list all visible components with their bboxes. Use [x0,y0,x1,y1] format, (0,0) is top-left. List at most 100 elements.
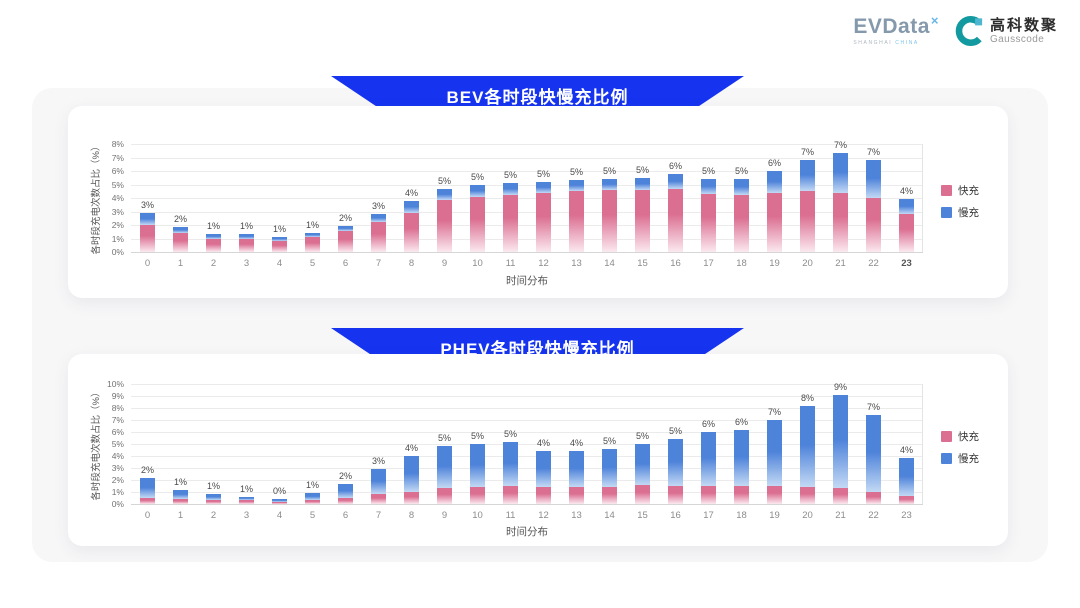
y-tick-label: 9% [111,391,124,401]
bar-segment-fast-charge [371,222,386,252]
phev-chart-card: 各时段充电次数占比（%） 0% 1% 2% 3% 4% 5% 6% 7% 8% 9% 10% 2% 0 1… [68,354,1008,546]
phev-legend: 快充 慢充 [941,429,979,466]
bar-total-label: 5% [734,166,748,177]
phev-chart: 各时段充电次数占比（%） 0% 1% 2% 3% 4% 5% 6% 7% 8% 9% 10% 2% 0 1… [68,354,1008,546]
bar-total-label: 1% [206,481,220,492]
bar-segment-fast-charge [173,498,188,504]
bar-total-label: 1% [305,220,319,231]
bar-total-label: 0% [272,485,286,496]
bar-segment-fast-charge [470,487,485,504]
bar-segment-slow-charge [206,234,221,239]
bar-segment-fast-charge [734,195,749,252]
x-tick-label: 10 [472,510,483,521]
bar-segment-fast-charge [536,193,551,252]
y-tick-label: 3% [111,463,124,473]
x-tick-label: 18 [736,510,747,521]
legend-item: 快充 [941,429,979,444]
phev-plot-area: 0% 1% 2% 3% 4% 5% 6% 7% 8% 9% 10% 2% 0 1% 1 1% 2 1% 3 0% 4 1%… [107,379,923,521]
legend-swatch [941,207,952,218]
bar-segment-fast-charge [569,487,584,504]
x-tick-label: 17 [703,258,714,269]
legend-swatch [941,453,952,464]
bar-segment-slow-charge [701,179,716,194]
bar-segment-fast-charge [239,500,254,504]
legend-swatch [941,431,952,442]
bar-segment-fast-charge [866,492,881,504]
bar-total-label: 4% [569,437,583,448]
bar-total-label: 5% [569,167,583,178]
bar-total-label: 5% [668,426,682,437]
bar-segment-slow-charge [404,456,419,492]
x-tick-label: 19 [769,258,780,269]
bar-total-label: 4% [404,443,418,453]
x-tick-label: 11 [505,510,516,521]
x-tick-label: 12 [538,258,549,269]
y-tick-label: 10% [106,379,124,389]
bar-total-label: 7% [866,402,880,413]
x-tick-label: 19 [769,510,780,521]
x-tick-label: 0 [144,258,151,269]
y-tick-label: 5% [111,179,124,190]
plot-right-border [922,384,923,504]
x-tick-label: 12 [538,510,549,521]
bar-segment-slow-charge [305,493,320,501]
bar-total-label: 2% [173,214,187,225]
x-tick-label: 11 [505,258,516,269]
bar-segment-fast-charge [140,225,155,252]
evdata-text: EVData [853,14,930,38]
gridline [131,171,923,172]
bar-total-label: 1% [305,480,319,491]
bar-segment-fast-charge [437,488,452,504]
x-tick-label: 15 [637,258,648,269]
bar-segment-fast-charge [800,191,815,252]
legend-label: 慢充 [958,207,979,219]
bar-segment-fast-charge [371,494,386,504]
bar-segment-slow-charge [767,171,782,193]
gridline [131,444,923,445]
bar-segment-fast-charge [206,499,221,504]
bar-segment-slow-charge [866,415,881,492]
bar-segment-slow-charge [668,439,683,486]
x-tick-label: 1 [177,258,184,269]
bar-total-label: 3% [371,201,385,212]
x-tick-label: 13 [571,510,582,521]
bar-segment-slow-charge [734,429,749,486]
bar-total-label: 5% [536,168,550,179]
y-tick-label: 6% [111,166,124,176]
bar-total-label: 5% [602,166,616,177]
bar-total-label: 7% [800,147,814,158]
bar-segment-fast-charge [833,488,848,504]
y-tick-label: 2% [111,220,124,230]
bev-chart-card: 各时段充电次数占比（%） 0% 1% 2% 3% 4% 5% 6% 7% 8% 3% 0 2% 1 1% 2… [68,106,1008,298]
bar-total-label: 5% [470,431,484,441]
bar-segment-fast-charge [635,189,650,252]
bar-segment-fast-charge [404,492,419,504]
bar-segment-slow-charge [404,201,419,213]
bar-segment-slow-charge [800,405,815,488]
bar-segment-fast-charge [503,195,518,252]
bar-segment-slow-charge [701,432,716,486]
bar-segment-slow-charge [437,188,452,201]
bar-total-label: 1% [239,483,253,494]
gausscode-icon [955,16,983,46]
x-tick-label: 6 [342,258,349,269]
bar-segment-slow-charge [569,450,584,488]
bar-segment-slow-charge [173,227,188,234]
bar-total-label: 5% [701,166,715,177]
evdata-x-mark: × [930,12,939,28]
bar-segment-slow-charge [371,214,386,223]
bar-segment-fast-charge [305,500,320,504]
y-tick-label: 4% [111,193,124,203]
bar-segment-fast-charge [272,501,287,504]
bar-total-label: 5% [437,175,451,186]
gridline [131,238,923,240]
bar-segment-slow-charge [371,469,386,495]
bar-segment-slow-charge [602,448,617,488]
x-tick-label: 15 [637,510,648,521]
gridline [131,184,923,186]
bar-total-label: 3% [140,199,154,210]
x-tick-label: 4 [276,510,283,521]
bar-segment-slow-charge [800,160,815,192]
bar-segment-fast-charge [140,498,155,504]
